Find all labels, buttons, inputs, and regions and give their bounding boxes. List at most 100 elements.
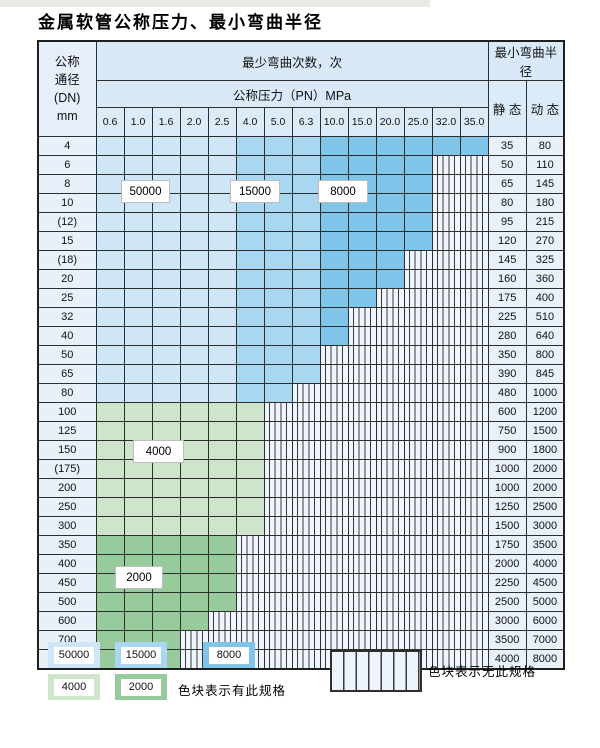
spec-cell xyxy=(263,383,293,403)
spec-cell xyxy=(151,231,181,251)
no-spec-cell xyxy=(319,554,349,574)
spec-cell xyxy=(291,364,321,384)
no-spec-cell xyxy=(319,592,349,612)
spec-cell xyxy=(263,307,293,327)
spec-cell xyxy=(235,250,265,270)
no-spec-cell xyxy=(319,421,349,441)
table-row: 100 600 1200 xyxy=(37,402,565,422)
no-spec-cell xyxy=(291,611,321,631)
no-spec-cell xyxy=(403,345,433,365)
spec-cell xyxy=(179,478,209,498)
no-spec-cell xyxy=(347,573,377,593)
no-spec-cell xyxy=(403,611,433,631)
spec-cell xyxy=(291,269,321,289)
no-spec-cell xyxy=(291,440,321,460)
no-spec-cell xyxy=(431,630,461,650)
spec-cell xyxy=(95,136,125,156)
table-row: (18) 145 325 xyxy=(37,250,565,270)
spec-cell xyxy=(95,421,125,441)
spec-cell xyxy=(123,345,153,365)
cycle-label-50000: 50000 xyxy=(121,180,170,203)
no-spec-cell xyxy=(403,516,433,536)
dynamic-value-cell: 5000 xyxy=(525,592,565,612)
dynamic-value-cell: 3500 xyxy=(525,535,565,555)
no-spec-cell xyxy=(263,573,293,593)
pressure-table: 公称 通径 (DN) mm 最少弯曲次数，次 最小弯曲半径 公称压力（PN）MP… xyxy=(37,40,566,670)
spec-cell xyxy=(207,288,237,308)
no-spec-cell xyxy=(403,573,433,593)
spec-cell xyxy=(207,497,237,517)
dn-cell: (18) xyxy=(37,250,97,270)
spec-cell xyxy=(179,554,209,574)
spec-cell xyxy=(263,231,293,251)
pressure-tick: 4.0 xyxy=(235,107,265,137)
no-spec-cell xyxy=(375,478,405,498)
no-spec-cell xyxy=(459,212,489,232)
spec-cell xyxy=(95,174,125,194)
table-row: (175) 1000 2000 xyxy=(37,459,565,479)
header-dynamic: 动 态 xyxy=(525,80,565,137)
table-row: 65 390 845 xyxy=(37,364,565,384)
spec-cell xyxy=(151,155,181,175)
no-spec-cell xyxy=(319,516,349,536)
spec-cell xyxy=(235,231,265,251)
spec-cell xyxy=(95,535,125,555)
no-spec-cell xyxy=(291,592,321,612)
no-spec-cell xyxy=(431,516,461,536)
static-value-cell: 145 xyxy=(487,250,527,270)
no-spec-cell xyxy=(431,497,461,517)
dynamic-value-cell: 1500 xyxy=(525,421,565,441)
spec-cell xyxy=(291,250,321,270)
spec-cell xyxy=(319,155,349,175)
legend-box-50000: 50000 xyxy=(48,642,100,668)
spec-cell xyxy=(179,136,209,156)
spec-cell xyxy=(207,421,237,441)
spec-cell xyxy=(123,269,153,289)
no-spec-cell xyxy=(347,383,377,403)
dynamic-value-cell: 4000 xyxy=(525,554,565,574)
dn-cell: (175) xyxy=(37,459,97,479)
pressure-tick: 10.0 xyxy=(319,107,349,137)
spec-cell xyxy=(235,155,265,175)
no-spec-cell xyxy=(459,421,489,441)
no-spec-cell xyxy=(375,573,405,593)
no-spec-cell xyxy=(375,630,405,650)
header-nominal-pressure: 公称压力（PN）MPa xyxy=(95,80,489,108)
spec-cell xyxy=(151,269,181,289)
spec-cell xyxy=(291,193,321,213)
spec-cell xyxy=(179,573,209,593)
dn-cell: 350 xyxy=(37,535,97,555)
no-spec-cell xyxy=(347,554,377,574)
no-spec-cell xyxy=(375,535,405,555)
dynamic-value-cell: 1200 xyxy=(525,402,565,422)
spec-cell xyxy=(95,402,125,422)
header-static: 静 态 xyxy=(487,80,527,137)
table-row: 200 1000 2000 xyxy=(37,478,565,498)
no-spec-cell xyxy=(431,212,461,232)
table-row: 15 120 270 xyxy=(37,231,565,251)
no-spec-cell xyxy=(431,155,461,175)
no-spec-cell xyxy=(403,402,433,422)
spec-cell xyxy=(123,421,153,441)
table-row: 250 1250 2500 xyxy=(37,497,565,517)
spec-cell xyxy=(151,364,181,384)
spec-cell xyxy=(123,155,153,175)
no-spec-cell xyxy=(319,440,349,460)
no-spec-cell xyxy=(403,630,433,650)
no-spec-cell xyxy=(431,269,461,289)
spec-cell xyxy=(123,611,153,631)
no-spec-cell xyxy=(347,611,377,631)
static-value-cell: 600 xyxy=(487,402,527,422)
dn-cell: 600 xyxy=(37,611,97,631)
table-row: 600 3000 6000 xyxy=(37,611,565,631)
legend-box-2000: 2000 xyxy=(115,674,167,700)
no-spec-cell xyxy=(263,497,293,517)
no-spec-cell xyxy=(459,573,489,593)
spec-cell xyxy=(123,402,153,422)
no-spec-cell xyxy=(459,288,489,308)
dynamic-value-cell: 215 xyxy=(525,212,565,232)
no-spec-legend-box xyxy=(330,650,422,692)
spec-cell xyxy=(179,193,209,213)
cycle-label-2000: 2000 xyxy=(115,566,163,589)
no-spec-cell xyxy=(375,554,405,574)
